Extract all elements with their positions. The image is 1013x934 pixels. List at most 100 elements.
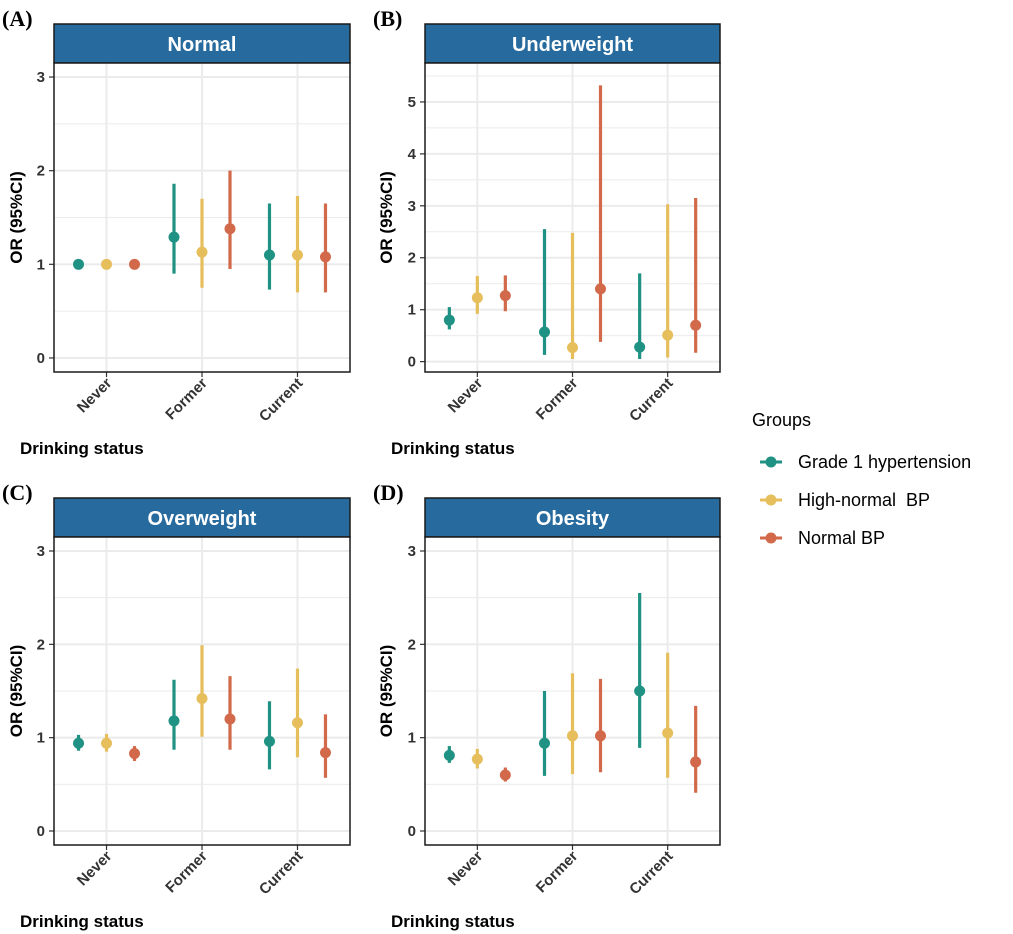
or-point xyxy=(471,292,483,304)
panel-obesity: (D) Obesity 0 1 2 3 Never Former Current OR (95%C… xyxy=(373,480,721,931)
or-point xyxy=(595,730,606,742)
or-point xyxy=(291,249,303,261)
y-tick-label: 2 xyxy=(408,636,416,653)
or-point xyxy=(634,685,646,697)
x-tick-label: Former xyxy=(162,375,211,424)
panel-letter: (B) xyxy=(373,6,402,31)
or-point xyxy=(129,748,141,760)
x-axis-title: Drinking status xyxy=(391,912,515,931)
or-point xyxy=(263,735,275,747)
legend-label: High-normal BP xyxy=(798,490,930,510)
y-tick-label: 3 xyxy=(37,543,45,560)
strip-background xyxy=(424,23,721,64)
y-tick-label: 3 xyxy=(408,543,416,560)
y-tick-label: 2 xyxy=(37,163,45,180)
series-high-normal-bp xyxy=(471,204,674,360)
y-tick-label: 0 xyxy=(408,354,416,371)
or-point xyxy=(319,747,331,759)
or-point xyxy=(690,756,702,768)
panel-underweight: (B) Underweight 0 1 2 3 4 5 Never Former Current OR… xyxy=(373,6,721,458)
panel-letter: (C) xyxy=(2,480,33,505)
x-tick-label: Current xyxy=(256,375,306,425)
or-point xyxy=(443,314,455,326)
or-point xyxy=(224,223,236,235)
series-grade-1-hypertension xyxy=(73,679,275,770)
or-point xyxy=(291,717,303,729)
or-point xyxy=(634,341,646,353)
or-point xyxy=(224,713,236,725)
strip-background xyxy=(53,497,351,538)
strip-title: Normal xyxy=(168,34,237,56)
or-point xyxy=(129,258,141,270)
legend-label: Normal BP xyxy=(798,528,885,548)
series-high-normal-bp xyxy=(101,645,303,758)
x-tick-label: Never xyxy=(445,375,487,417)
x-axis-title: Drinking status xyxy=(20,439,144,458)
y-axis-title: OR (95%CI) xyxy=(377,171,396,264)
or-point xyxy=(567,730,578,742)
x-tick-label: Never xyxy=(445,848,487,890)
legend-key-point xyxy=(765,456,777,468)
or-point xyxy=(471,753,483,765)
x-axis-title: Drinking status xyxy=(391,439,515,458)
or-point xyxy=(662,727,674,739)
x-tick-label: Current xyxy=(626,375,676,425)
y-tick-label: 3 xyxy=(37,69,45,86)
x-axis-title: Drinking status xyxy=(20,912,144,931)
series-grade-1-hypertension xyxy=(443,229,646,360)
or-point xyxy=(539,737,550,749)
or-point xyxy=(101,737,113,749)
series-normal-bp xyxy=(499,678,702,793)
x-tick-label: Never xyxy=(74,848,116,890)
y-tick-label: 2 xyxy=(408,250,416,267)
x-tick-label: Never xyxy=(74,375,116,417)
legend-key-point xyxy=(765,532,777,544)
or-point xyxy=(101,258,113,270)
panel-normal: (A) Normal 0 1 2 3 Never Former Current OR (95%CI… xyxy=(2,6,351,458)
plot-border xyxy=(53,62,351,373)
or-point xyxy=(567,342,578,354)
y-tick-label: 1 xyxy=(408,302,416,319)
legend-item-high-normal: High-normal BP xyxy=(760,490,930,510)
or-point xyxy=(168,231,180,243)
y-axis-title: OR (95%CI) xyxy=(7,171,26,264)
series-normal-bp xyxy=(129,170,331,293)
x-tick-label: Former xyxy=(533,375,582,424)
plot-border xyxy=(53,536,351,846)
x-tick-label: Current xyxy=(626,848,676,898)
or-point xyxy=(595,283,606,295)
panel-letter: (D) xyxy=(373,480,404,505)
or-point xyxy=(196,246,208,258)
x-tick-label: Current xyxy=(256,848,306,898)
or-point xyxy=(499,290,511,302)
or-point xyxy=(196,692,208,704)
or-point xyxy=(443,749,455,761)
strip-title: Obesity xyxy=(536,508,610,530)
legend-label: Grade 1 hypertension xyxy=(798,452,971,472)
x-tick-label: Former xyxy=(533,848,582,897)
legend-key-point xyxy=(765,494,777,506)
series-high-normal-bp xyxy=(101,195,303,293)
y-tick-label: 1 xyxy=(37,730,45,747)
or-point xyxy=(662,329,674,341)
or-point xyxy=(539,326,550,338)
panel-overweight: (C) Overweight 0 1 2 3 Never Former Current OR (9… xyxy=(2,480,351,931)
y-tick-label: 2 xyxy=(37,636,45,653)
or-point xyxy=(168,715,180,727)
y-tick-label: 4 xyxy=(408,146,417,163)
panel-letter: (A) xyxy=(2,6,33,31)
plot-border xyxy=(424,62,721,373)
y-tick-label: 3 xyxy=(408,198,416,215)
strip-title: Overweight xyxy=(148,508,257,530)
y-axis-title: OR (95%CI) xyxy=(377,645,396,738)
legend-item-normal-bp: Normal BP xyxy=(760,528,885,548)
or-point xyxy=(73,258,85,270)
y-tick-label: 1 xyxy=(37,256,45,273)
strip-title: Underweight xyxy=(512,34,633,56)
y-axis-title: OR (95%CI) xyxy=(7,645,26,738)
or-point xyxy=(319,251,331,263)
series-normal-bp xyxy=(129,676,331,778)
series-high-normal-bp xyxy=(471,652,674,778)
strip-background xyxy=(53,23,351,64)
y-tick-label: 0 xyxy=(408,823,416,840)
